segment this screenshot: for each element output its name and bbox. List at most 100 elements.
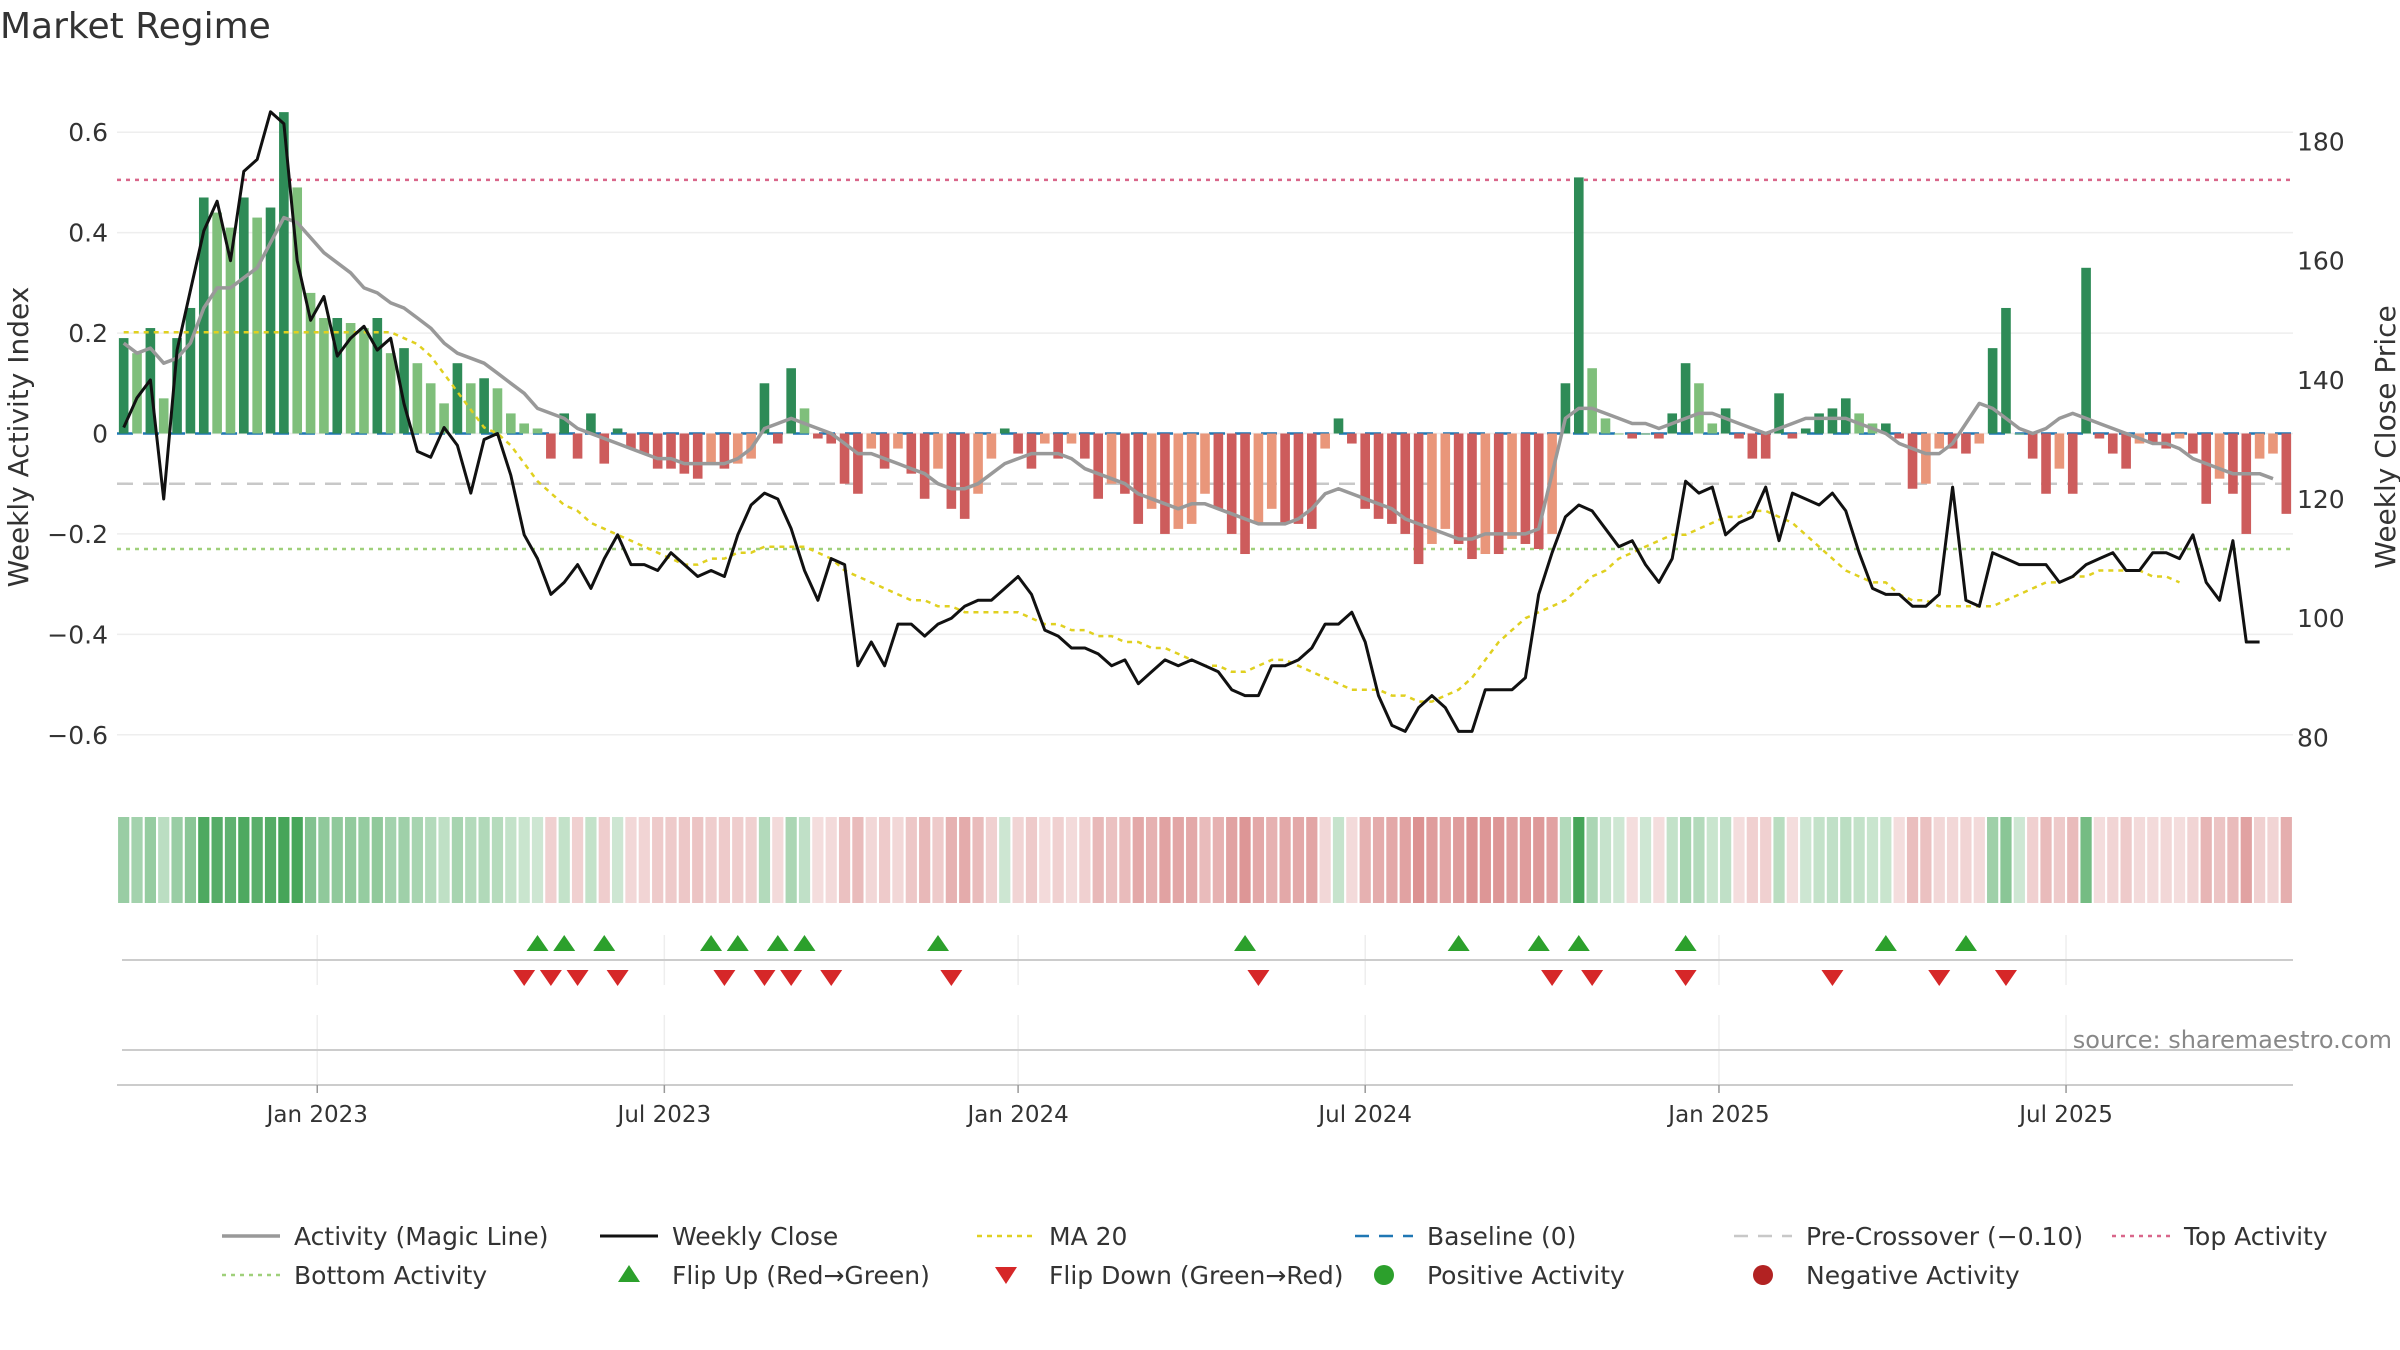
regime-cell (264, 817, 277, 903)
activity-bar (839, 433, 850, 484)
activity-bar (1080, 433, 1090, 459)
regime-cell (1372, 817, 1385, 903)
activity-bar (1654, 433, 1664, 439)
activity-bar (1373, 433, 1384, 519)
regime-cell (331, 817, 343, 903)
regime-cell (2160, 817, 2172, 903)
activity-bar (1814, 413, 1824, 434)
activity-bar (2014, 433, 2025, 435)
regime-cell (318, 817, 330, 903)
legend-swatch (995, 1267, 1017, 1284)
regime-cell (224, 817, 237, 903)
activity-bar (1573, 177, 1584, 434)
activity-bar (813, 433, 823, 439)
activity-bar (479, 378, 489, 434)
activity-bar (1347, 433, 1357, 444)
activity-bar (118, 338, 129, 434)
activity-bar (158, 398, 169, 434)
activity-bar (439, 403, 449, 434)
regime-cell (1119, 817, 1131, 903)
activity-bar (2121, 433, 2131, 469)
legend-label: MA 20 (1049, 1222, 1127, 1251)
legend: Activity (Magic Line) Weekly Close MA 20 Ba… (222, 1222, 2328, 1290)
regime-cell (1239, 817, 1251, 903)
flip-up-marker (726, 935, 749, 951)
activity-bar (2081, 267, 2091, 434)
activity-bar (1053, 433, 1063, 459)
legend-label: Weekly Close (672, 1222, 838, 1251)
x-axis: Jan 2023 Jul 2023 Jan 2024 Jul 2024 Jan 2025… (265, 1085, 2113, 1128)
regime-cell (1079, 817, 1091, 903)
activity-bar (1987, 348, 1998, 434)
activity-bar (1240, 433, 1250, 555)
activity-bar (1747, 433, 1758, 459)
flip-up-marker (1527, 935, 1550, 951)
activity-bar (1173, 433, 1184, 529)
x-tick-label: Jan 2023 (265, 1102, 368, 1128)
regime-cell (1132, 817, 1144, 903)
flip-up-marker (553, 935, 576, 951)
regime-cell (571, 817, 584, 903)
activity-bar (1507, 433, 1517, 539)
regime-cell (491, 817, 504, 903)
activity-bar (546, 433, 556, 459)
activity-bar (372, 318, 383, 434)
legend-label: Activity (Magic Line) (294, 1222, 548, 1251)
activity-bar (1440, 433, 1451, 529)
activity-bar (866, 433, 877, 449)
regime-cell (278, 817, 290, 903)
flip-up-marker (526, 935, 549, 951)
activity-bar (172, 338, 182, 434)
regime-cell (985, 817, 998, 903)
x-tick-label: Jul 2025 (2017, 1102, 2113, 1128)
regime-cell (2133, 817, 2146, 903)
regime-cell (1666, 817, 1678, 903)
regime-cell (812, 817, 824, 903)
regime-cell (732, 817, 744, 903)
regime-cell (251, 817, 263, 903)
regime-cell (758, 817, 771, 903)
regime-cell (852, 817, 864, 903)
regime-cell (1613, 817, 1625, 903)
flip-down-marker (940, 970, 963, 986)
regime-cell (184, 817, 197, 903)
regime-cell (1933, 817, 1945, 903)
regime-cell (118, 817, 130, 903)
regime-cell (478, 817, 490, 903)
regime-cell (1399, 817, 1411, 903)
activity-bar (1827, 408, 1838, 434)
regime-cell (2040, 817, 2052, 903)
activity-bar (1400, 433, 1411, 534)
legend-label: Negative Activity (1806, 1261, 2020, 1290)
regime-cell (1653, 817, 1665, 903)
regime-cell (198, 817, 210, 903)
regime-cell (1906, 817, 1919, 903)
activity-bar (2041, 433, 2051, 494)
activity-bar (1640, 433, 1651, 435)
activity-bar (826, 433, 837, 444)
legend-label: Top Activity (2183, 1222, 2328, 1251)
regime-cell (2147, 817, 2159, 903)
flip-up-marker (1567, 935, 1590, 951)
activity-bar (879, 433, 890, 469)
activity-bar (225, 227, 236, 434)
y-right-tick-label: 140 (2297, 366, 2345, 395)
activity-bar (1453, 433, 1464, 544)
regime-cell (531, 817, 544, 903)
x-tick-label: Jan 2024 (965, 1102, 1068, 1128)
flip-down-marker (513, 970, 536, 986)
regime-cell (825, 817, 837, 903)
y-axis-left-label: Weekly Activity Index (2, 287, 35, 588)
activity-bar (452, 363, 463, 434)
regime-cell (879, 817, 891, 903)
activity-bar (2281, 433, 2292, 514)
regime-cell (1306, 817, 1318, 903)
regime-cell (1760, 817, 1772, 903)
activity-bar (1587, 368, 1597, 434)
regime-strip (118, 817, 2292, 903)
regime-cell (1025, 817, 1038, 903)
activity-bar (999, 428, 1010, 434)
regime-cell (718, 817, 731, 903)
activity-bar (1560, 383, 1571, 434)
activity-bar (1840, 398, 1851, 434)
